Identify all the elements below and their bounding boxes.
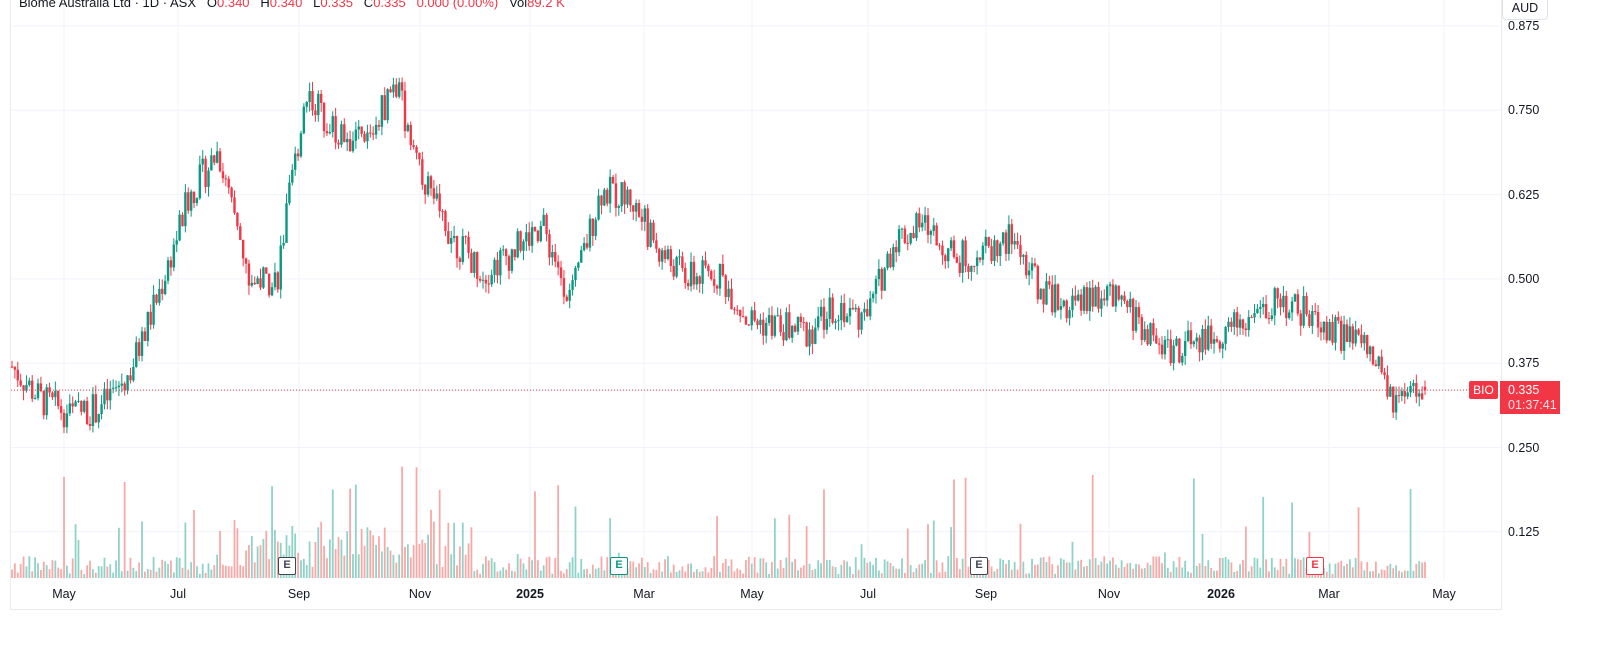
open-value: 0.340 <box>217 0 250 10</box>
symbol-title[interactable]: Biome Australia Ltd · 1D · ASX <box>19 0 197 10</box>
earnings-marker-icon[interactable]: E <box>970 557 988 575</box>
time-tick: Jul <box>860 587 876 601</box>
price-tick: 0.375 <box>1508 356 1540 370</box>
time-tick: May <box>740 587 764 601</box>
bar-countdown: 01:37:41 <box>1508 398 1557 412</box>
volume-value: 89.2 K <box>527 0 565 10</box>
time-tick: Jul <box>170 587 186 601</box>
time-tick: Sep <box>974 587 998 601</box>
price-tick: 0.750 <box>1508 103 1540 117</box>
last-price-label: 0.335 01:37:41 <box>1500 381 1560 414</box>
low-value: 0.335 <box>320 0 353 10</box>
price-tick: 0.125 <box>1508 525 1540 539</box>
time-tick-year: 2025 <box>516 587 544 601</box>
price-tick: 0.500 <box>1508 272 1540 286</box>
price-tick: 0.625 <box>1508 188 1540 202</box>
price-tick: 0.875 <box>1508 19 1540 33</box>
time-tick: Mar <box>1318 587 1340 601</box>
close-value: 0.335 <box>373 0 406 10</box>
time-tick: Sep <box>287 587 311 601</box>
time-tick-year: 2026 <box>1207 587 1235 601</box>
change-value: 0.000 (0.00%) <box>416 0 499 10</box>
chart-pane[interactable] <box>10 0 1502 610</box>
time-tick: Nov <box>1097 587 1121 601</box>
symbol-price-label: BIO <box>1469 381 1498 399</box>
earnings-marker-icon[interactable]: E <box>278 557 296 575</box>
time-tick: Nov <box>408 587 432 601</box>
earnings-marker-icon[interactable]: E <box>610 557 628 575</box>
last-price-value: 0.335 <box>1508 383 1540 397</box>
time-tick: Mar <box>633 587 655 601</box>
time-tick: May <box>1432 587 1456 601</box>
earnings-marker-icon[interactable]: E <box>1306 557 1324 575</box>
high-value: 0.340 <box>269 0 303 10</box>
symbol-legend: Biome Australia Ltd · 1D · ASX O0.340 H0… <box>19 0 565 10</box>
currency-button[interactable]: AUD <box>1502 0 1548 20</box>
price-tick: 0.250 <box>1508 441 1540 455</box>
time-tick: May <box>52 587 76 601</box>
